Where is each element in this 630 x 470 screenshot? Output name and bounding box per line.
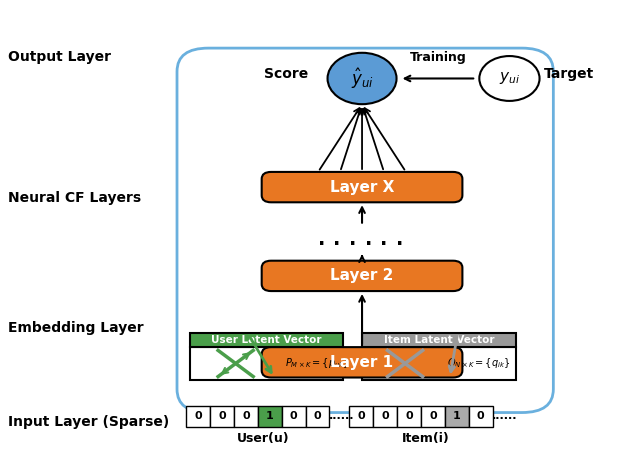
- FancyBboxPatch shape: [190, 333, 343, 347]
- Text: Target: Target: [544, 67, 594, 81]
- Text: Embedding Layer: Embedding Layer: [8, 321, 143, 336]
- Text: User Latent Vector: User Latent Vector: [211, 335, 322, 345]
- Circle shape: [328, 53, 396, 104]
- FancyBboxPatch shape: [261, 347, 462, 377]
- Bar: [186, 406, 210, 427]
- Text: $\hat{y}_{ui}$: $\hat{y}_{ui}$: [350, 66, 374, 91]
- Text: Score: Score: [265, 67, 309, 81]
- Bar: [350, 406, 374, 427]
- Text: Item(i): Item(i): [402, 432, 450, 445]
- FancyBboxPatch shape: [261, 261, 462, 291]
- FancyBboxPatch shape: [261, 172, 462, 202]
- Bar: [445, 406, 469, 427]
- Text: 0: 0: [195, 411, 202, 421]
- Text: ......: ......: [491, 411, 517, 421]
- Text: $y_{ui}$: $y_{ui}$: [499, 70, 520, 86]
- Text: 1: 1: [266, 411, 273, 421]
- FancyBboxPatch shape: [362, 333, 516, 347]
- Bar: [306, 406, 329, 427]
- FancyBboxPatch shape: [190, 347, 343, 380]
- Text: 0: 0: [219, 411, 226, 421]
- Text: 0: 0: [290, 411, 297, 421]
- Text: 0: 0: [358, 411, 365, 421]
- Text: User(u): User(u): [236, 432, 289, 445]
- Text: Layer X: Layer X: [330, 180, 394, 195]
- Text: .: .: [333, 230, 341, 249]
- Text: $Q_{N\times K}=\{q_{ik}\}$: $Q_{N\times K}=\{q_{ik}\}$: [447, 356, 510, 370]
- Text: 0: 0: [314, 411, 321, 421]
- Bar: [234, 406, 258, 427]
- Text: Item Latent Vector: Item Latent Vector: [384, 335, 494, 345]
- Text: Output Layer: Output Layer: [8, 50, 111, 64]
- Bar: [374, 406, 397, 427]
- Text: Layer 2: Layer 2: [330, 268, 394, 283]
- Text: 0: 0: [477, 411, 484, 421]
- Text: .: .: [365, 230, 372, 249]
- Text: 0: 0: [429, 411, 437, 421]
- Text: 0: 0: [381, 411, 389, 421]
- Text: Layer 1: Layer 1: [331, 355, 394, 370]
- Text: .: .: [318, 230, 325, 249]
- Text: .: .: [349, 230, 357, 249]
- Text: 0: 0: [405, 411, 413, 421]
- Text: $P_{M\times K}=\{p_{uk}\}$: $P_{M\times K}=\{p_{uk}\}$: [285, 356, 350, 370]
- Text: 0: 0: [242, 411, 250, 421]
- Text: ......: ......: [329, 411, 354, 421]
- Text: 1: 1: [453, 411, 461, 421]
- Bar: [210, 406, 234, 427]
- FancyBboxPatch shape: [362, 347, 516, 380]
- Circle shape: [479, 56, 539, 101]
- Text: Training: Training: [410, 51, 466, 64]
- Text: Input Layer (Sparse): Input Layer (Sparse): [8, 415, 169, 429]
- Bar: [397, 406, 421, 427]
- Bar: [421, 406, 445, 427]
- Bar: [282, 406, 306, 427]
- Text: .: .: [381, 230, 387, 249]
- Text: .: .: [396, 230, 403, 249]
- Bar: [469, 406, 493, 427]
- Text: Neural CF Layers: Neural CF Layers: [8, 191, 140, 204]
- Bar: [258, 406, 282, 427]
